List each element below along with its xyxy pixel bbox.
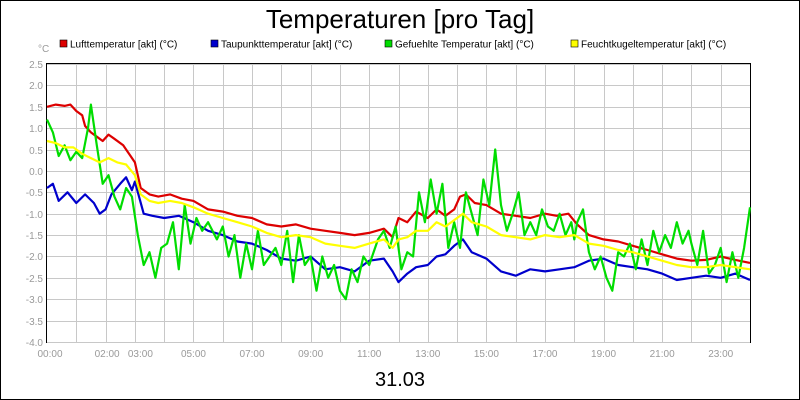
y-axis: 2.5 2.0 1.5 1.0 0.5 0.0 -0.5 -1.0 -1.5 -2.0 -2.5 -3… (26, 60, 44, 349)
legend-swatch (570, 39, 579, 48)
y-tick-label: -2.0 (26, 252, 44, 263)
y-tick-label: 1.0 (29, 124, 43, 135)
x-tick-label: 13:00 (415, 349, 440, 360)
series-line-2 (46, 176, 751, 284)
y-tick-label: -2.5 (26, 274, 44, 285)
x-tick-label: 19:00 (591, 349, 616, 360)
chart-title: Temperaturen [pro Tag] (266, 4, 534, 34)
y-tick-label: 0.5 (29, 146, 43, 157)
y-tick-label: 2.5 (29, 60, 43, 71)
x-tick-label: 07:00 (240, 349, 265, 360)
legend-swatch (384, 39, 393, 48)
legend-swatch (210, 39, 219, 48)
y-tick-label: -4.0 (26, 338, 44, 349)
legend-label: Taupunkttemperatur [akt] (°C) (221, 40, 352, 51)
x-axis: 00:00 02:00 03:00 05:00 07:00 09:00 11:00 13:00… (37, 349, 733, 360)
y-tick-label: -3.0 (26, 295, 44, 306)
x-tick-label: 23:00 (708, 349, 733, 360)
legend-label: Lufttemperatur [akt] (°C) (70, 40, 177, 51)
y-tick-label: 2.0 (29, 81, 43, 92)
y-tick-label: -3.5 (26, 317, 44, 328)
x-tick-label: 17:00 (532, 349, 557, 360)
legend-label: Gefuehlte Temperatur [akt] (°C) (395, 40, 534, 51)
series-line-3 (46, 103, 752, 301)
y-tick-label: -1.5 (26, 231, 44, 242)
y-tick-label: 0.0 (29, 167, 43, 178)
x-tick-label: 03:00 (128, 349, 153, 360)
plot-area (46, 63, 751, 343)
x-tick-label: 15:00 (474, 349, 499, 360)
x-tick-label: 11:00 (357, 349, 382, 360)
x-tick-label: 00:00 (37, 349, 62, 360)
legend-swatch (59, 39, 68, 48)
series-lines (46, 103, 752, 301)
x-tick-label: 02:00 (95, 349, 120, 360)
series-line-4 (46, 139, 751, 271)
x-tick-label: 05:00 (181, 349, 206, 360)
y-tick-label: 1.5 (29, 103, 43, 114)
x-tick-label: 21:00 (650, 349, 675, 360)
legend-label: Feuchtkugeltemperatur [akt] (°C) (581, 40, 726, 51)
y-tick-label: -1.0 (26, 210, 44, 221)
date-label: 31.03 (375, 369, 425, 391)
series-line-1 (46, 103, 751, 264)
x-tick-label: 09:00 (298, 349, 323, 360)
y-tick-label: -0.5 (26, 188, 44, 199)
y-axis-unit: °C (38, 44, 49, 55)
legend: Lufttemperatur [akt] (°C) Taupunkttempera… (59, 39, 726, 51)
